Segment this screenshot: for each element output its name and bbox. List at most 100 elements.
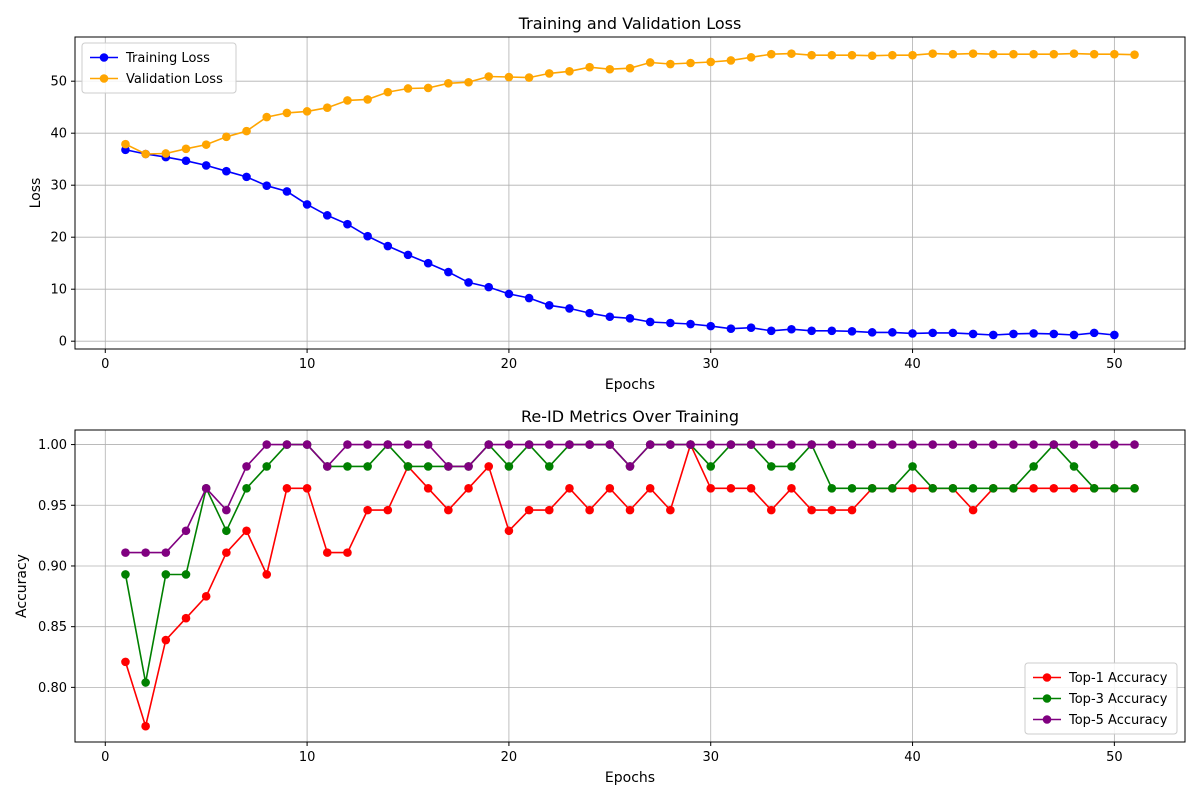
data-point bbox=[1009, 440, 1018, 449]
data-point bbox=[544, 505, 554, 515]
data-point bbox=[444, 505, 453, 515]
data-point bbox=[343, 219, 352, 229]
legend: Top-1 Accuracy Top-3 Accuracy Top-5 Accura… bbox=[1024, 662, 1178, 735]
data-point bbox=[766, 326, 776, 336]
y-tick-label: 50 bbox=[50, 75, 67, 90]
data-point bbox=[1029, 329, 1038, 338]
data-point bbox=[1089, 49, 1099, 59]
data-point bbox=[1049, 440, 1059, 449]
data-point bbox=[242, 126, 251, 136]
data-point bbox=[585, 308, 594, 318]
data-point bbox=[141, 548, 150, 557]
data-point bbox=[666, 59, 675, 69]
data-point bbox=[222, 505, 231, 515]
data-point bbox=[726, 56, 736, 65]
data-point bbox=[363, 231, 372, 241]
data-point bbox=[888, 440, 897, 449]
data-point bbox=[444, 462, 453, 471]
data-point bbox=[807, 50, 816, 60]
data-point bbox=[363, 440, 372, 449]
data-point bbox=[726, 483, 736, 493]
legend-label: Top-5 Accuracy bbox=[1068, 713, 1168, 728]
data-point bbox=[888, 483, 897, 493]
data-point bbox=[686, 58, 695, 68]
data-point bbox=[262, 462, 272, 471]
data-point bbox=[1029, 462, 1038, 471]
data-point bbox=[827, 326, 837, 336]
data-point bbox=[1049, 49, 1059, 59]
chart-title: Re-ID Metrics Over Training bbox=[521, 407, 739, 426]
data-point bbox=[585, 505, 594, 515]
data-point bbox=[908, 329, 917, 338]
data-point bbox=[645, 58, 655, 67]
data-point bbox=[302, 107, 312, 116]
data-point bbox=[201, 483, 211, 493]
data-point bbox=[585, 62, 594, 72]
data-point bbox=[888, 328, 897, 337]
series-validation-loss bbox=[121, 49, 1139, 159]
data-point bbox=[222, 548, 231, 557]
data-point bbox=[403, 84, 413, 93]
data-point bbox=[423, 483, 433, 493]
data-point bbox=[666, 318, 675, 328]
data-point bbox=[746, 52, 756, 62]
data-point bbox=[888, 50, 897, 60]
data-point bbox=[827, 483, 837, 493]
data-point bbox=[928, 328, 938, 338]
data-point bbox=[242, 172, 251, 182]
data-point bbox=[605, 312, 615, 322]
data-point bbox=[524, 293, 534, 303]
y-tick-label: 10 bbox=[50, 283, 67, 298]
x-tick-label: 20 bbox=[501, 750, 518, 765]
data-point bbox=[1049, 483, 1059, 493]
x-axis-label: Epochs bbox=[605, 770, 655, 786]
data-point bbox=[201, 161, 211, 170]
data-point bbox=[464, 77, 473, 87]
data-point bbox=[585, 440, 594, 449]
data-point bbox=[625, 462, 635, 471]
data-point bbox=[181, 526, 191, 536]
data-point bbox=[484, 462, 494, 471]
data-point bbox=[423, 83, 433, 93]
data-point bbox=[222, 526, 231, 536]
data-point bbox=[524, 505, 534, 515]
y-tick-label: 0.80 bbox=[38, 681, 67, 696]
legend-marker bbox=[1042, 694, 1052, 703]
data-point bbox=[282, 483, 292, 493]
x-tick-label: 10 bbox=[299, 357, 316, 372]
data-point bbox=[222, 166, 231, 176]
data-point bbox=[605, 64, 615, 74]
y-tick-label: 40 bbox=[50, 127, 67, 142]
data-point bbox=[242, 462, 251, 471]
data-point bbox=[1029, 440, 1038, 449]
series-training-loss bbox=[121, 145, 1119, 340]
data-point bbox=[423, 462, 433, 471]
legend-label: Validation Loss bbox=[126, 72, 223, 87]
data-point bbox=[706, 462, 716, 471]
data-point bbox=[726, 440, 736, 449]
data-point bbox=[787, 462, 796, 471]
y-axis-label: Loss bbox=[28, 178, 44, 209]
legend-box bbox=[81, 42, 237, 94]
data-point bbox=[1089, 328, 1099, 338]
data-point bbox=[464, 462, 473, 471]
series-top-5-accuracy bbox=[121, 440, 1139, 557]
x-tick-label: 30 bbox=[702, 357, 719, 372]
data-point bbox=[1009, 329, 1018, 339]
chart-panel-2: 0 10 20 30 40 50 0.80 0.85 0.90 0.95 1.00 Re-ID Met… bbox=[14, 407, 1186, 786]
data-point bbox=[1069, 440, 1079, 449]
data-point bbox=[1130, 483, 1139, 493]
data-point bbox=[484, 440, 494, 449]
data-point bbox=[605, 483, 615, 493]
data-point bbox=[988, 49, 998, 59]
data-point bbox=[504, 526, 514, 536]
data-point bbox=[504, 440, 514, 449]
data-point bbox=[988, 330, 998, 340]
data-point bbox=[807, 505, 816, 515]
data-point bbox=[827, 505, 837, 515]
data-point bbox=[1069, 483, 1079, 493]
data-point bbox=[1009, 483, 1018, 493]
x-tick-label: 40 bbox=[904, 357, 921, 372]
data-point bbox=[1069, 330, 1079, 340]
data-point bbox=[867, 51, 877, 61]
